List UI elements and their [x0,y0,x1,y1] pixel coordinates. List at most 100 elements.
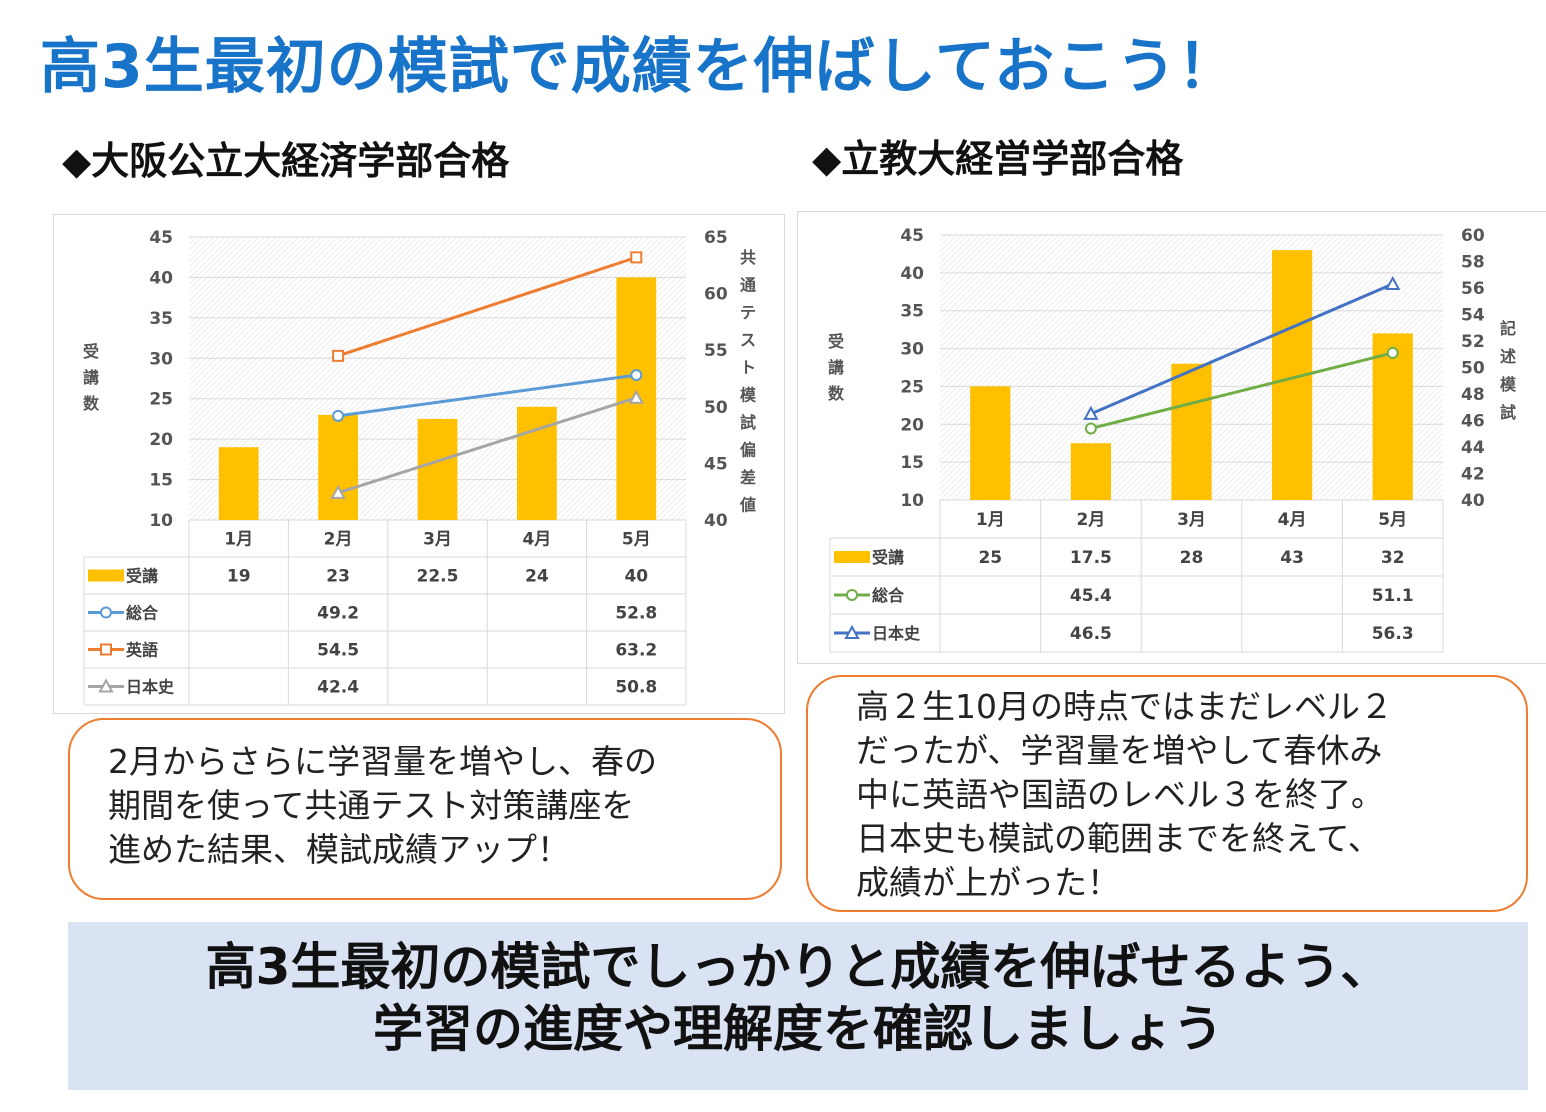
y-axis-title-char: 講 [83,368,99,387]
legend-key [100,606,112,619]
data-label: 46.5 [1070,624,1112,644]
data-label: 28 [1180,548,1204,568]
callout-line: 進めた結果、模試成績アップ！ [108,830,570,869]
y2-tick-label: 48 [1461,385,1485,405]
y-axis-title-char: 数 [828,384,845,403]
y-tick-label: 35 [149,309,173,329]
y2-axis-title-char: 試 [1500,403,1516,422]
y-tick-label: 20 [900,415,924,435]
y2-axis-title-char: ト [740,358,756,377]
data-label: 50.8 [615,678,657,698]
y2-tick-label: 52 [1461,332,1485,352]
data-label: 45.4 [1070,586,1112,606]
bar [218,447,259,520]
y-tick-label: 10 [900,491,924,511]
y-tick-label: 40 [900,264,924,284]
y-axis-title-char: 数 [83,394,100,413]
callout-line: だったが、学習量を増やして春休み [856,731,1383,770]
series-point [330,484,346,499]
series-point [1084,422,1097,435]
callout-line: 期間を使って共通テスト対策講座を [108,786,635,825]
y2-axis-title-char: 差 [740,468,756,487]
legend-entry: 総合 [126,604,159,623]
data-label: 17.5 [1070,548,1112,568]
bar [970,386,1011,500]
legend-key [844,624,860,639]
bar [1171,363,1212,500]
legend-entry: 英語 [125,641,158,660]
callout-line: 中に英語や国語のレベル３を終了。 [856,775,1384,814]
x-tick-label: 4月 [522,530,551,550]
series-line [337,373,637,418]
section-heading-rikkyo: ◆立教大経営学部合格 [812,137,1184,181]
data-label: 19 [227,567,251,587]
legend-entry: 受講 [872,548,904,567]
data-label: 24 [525,567,549,587]
y2-axis-title-char: 共 [740,248,756,267]
y-tick-label: 45 [149,228,173,248]
bar [318,414,358,520]
data-label: 23 [326,567,350,587]
series-point [1083,405,1099,420]
series-point [628,389,644,404]
series-line [337,396,637,495]
y-axis-title-char: 受 [83,342,99,361]
y2-axis-title-char: ス [740,331,756,350]
y-tick-label: 25 [900,377,924,397]
data-label: 40 [624,567,648,587]
y2-axis-title-char: 値 [739,496,756,515]
y2-tick-label: 42 [1461,465,1485,485]
y2-axis-title-char: 偏 [740,441,756,460]
data-label: 49.2 [317,604,359,624]
series-point [332,409,345,422]
data-label: 32 [1381,548,1405,568]
y2-tick-label: 58 [1461,253,1485,273]
legend-key [88,569,124,582]
legend-entry: 受講 [126,567,158,586]
page-title: 高3生最初の模試で成績を伸ばしておこう！ [40,32,1239,102]
callout-rikkyo: 高２生10月の時点ではまだレベル２ だったが、学習量を増やして春休み 中に英語や… [806,675,1528,912]
series-point [630,369,643,382]
legend-key [846,589,858,601]
bar [1070,443,1112,500]
legend-entry: 日本史 [126,678,175,697]
series-line [1090,351,1394,430]
y-tick-label: 30 [900,340,924,360]
legend-key [834,551,870,563]
x-tick-label: 5月 [622,530,651,550]
y-tick-label: 45 [900,226,924,246]
legend-entry: 日本史 [872,624,921,643]
x-tick-label: 1月 [976,510,1005,530]
data-label: 43 [1280,548,1304,568]
chart-rikkyo-svg: 10 15 20 25 30 35 40 45 40 42 44 46 48 50 52 54 56 58 60 受講… [828,226,1517,653]
callout-line: 高２生10月の時点ではまだレベル２ [856,687,1393,726]
y2-axis-title-char: 模 [1500,375,1517,394]
callout-line: 2月からさらに学習量を増やし、春の [108,742,657,781]
data-label: 51.1 [1372,586,1414,606]
series-line [1090,282,1394,416]
y-tick-label: 10 [149,511,173,531]
series-point [630,251,643,264]
callout-line: 成績が上がった！ [856,863,1120,902]
y2-axis-title-char: 通 [740,276,756,295]
x-tick-label: 2月 [1076,510,1105,530]
chart-osaka-svg: 1015202530354045404550556065受講数共通テスト模試偏差… [83,228,757,706]
y2-tick-label: 50 [1461,359,1485,379]
y2-tick-label: 65 [704,228,728,248]
y2-axis-title-char: 述 [1500,347,1516,366]
y2-tick-label: 40 [704,511,728,531]
bar [417,418,458,520]
y2-axis-title-char: 記 [1500,319,1516,338]
y2-tick-label: 44 [1461,438,1485,458]
footer-line: 学習の進度や理解度を確認しましょう [373,1000,1223,1058]
y2-tick-label: 46 [1461,412,1485,432]
data-label: 42.4 [317,678,359,698]
series-line [337,255,637,358]
legend-entry: 総合 [872,586,905,605]
x-tick-label: 4月 [1278,510,1307,530]
callout-line: 日本史も模試の範囲までを終えて、 [856,819,1381,858]
y-tick-label: 25 [149,390,173,410]
y2-tick-label: 60 [1461,226,1485,246]
y-tick-label: 30 [149,349,173,369]
y2-axis-title-char: 模 [740,386,757,405]
